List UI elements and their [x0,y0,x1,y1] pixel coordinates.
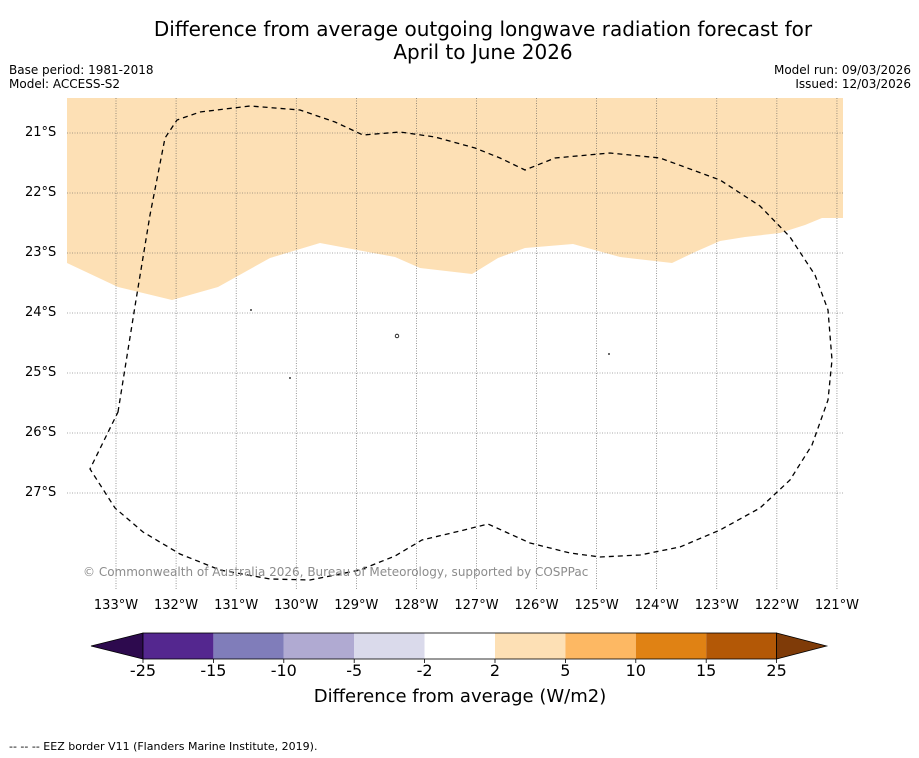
anomaly-region [67,98,843,300]
island-marker [608,353,610,355]
latitude-label: 26°S [25,425,57,440]
colorbar-tick-label: 25 [766,661,787,680]
copyright-notice: © Commonwealth of Australia 2026, Bureau… [83,565,589,579]
longitude-label: 121°W [814,598,860,613]
colorbar-tick-label: 2 [489,661,501,680]
longitude-label: 122°W [754,598,799,613]
colorbar-segment [213,633,284,659]
colorbar-tick-label: 15 [696,661,717,680]
longitude-label: 126°W [514,598,559,613]
title-line-2: April to June 2026 [393,40,573,64]
colorbar-segments [90,632,829,663]
issued-date: Issued: 12/03/2026 [795,77,911,91]
colorbar-label: Difference from average (W/m2) [313,686,607,707]
base-period: Base period: 1981-2018 [9,63,154,77]
colorbar-tick-label: -25 [129,661,157,680]
colorbar-segment [495,633,566,659]
island-marker [289,377,291,379]
latitude-label: 27°S [25,485,57,500]
map-gridlines [67,98,843,590]
colorbar-tick-label: 10 [625,661,646,680]
colorbar-segment [424,633,495,659]
latitude-label: 25°S [25,365,57,380]
longitude-label: 131°W [214,598,259,613]
longitude-label: 132°W [153,598,199,613]
colorbar-tick-label: 5 [560,661,571,680]
longitude-label: 129°W [334,598,379,613]
colorbar-tick-label: -15 [200,661,227,680]
model-name: Model: ACCESS-S2 [9,77,121,91]
latitude-label: 24°S [25,305,57,320]
colorbar-outline [142,632,777,660]
colorbar-segment [565,633,636,659]
latitude-label: 23°S [25,245,57,260]
eez-legend-note: -- -- -- EEZ border V11 (Flanders Marine… [9,740,318,753]
colorbar-segment [354,633,425,659]
latitude-label: 21°S [25,125,57,140]
colorbar-segment [143,633,214,659]
island-marker [394,333,400,339]
meta-right: Model run: 09/03/2026 Issued: 12/03/2026 [774,63,911,91]
colorbar-tick-label: -10 [270,661,297,680]
model-run: Model run: 09/03/2026 [773,63,911,77]
colorbar-tick-label: -5 [346,661,363,680]
latitude-label: 22°S [25,185,57,200]
longitude-label: 133°W [93,598,139,613]
longitude-label: 125°W [574,598,619,613]
longitude-label: 123°W [694,598,739,613]
colorbar-tick-label: -2 [416,661,433,680]
colorbar-segment [706,633,777,659]
longitude-label: 130°W [274,598,319,613]
colorbar-extension-low [90,632,144,660]
island-marker [250,309,252,311]
colorbar-extension-high [776,632,829,660]
meta-left: Base period: 1981-2018 Model: ACCESS-S2 [9,63,154,91]
title-line-1: Difference from average outgoing longwav… [153,17,813,41]
longitude-label: 127°W [454,598,499,613]
small-islands [250,309,610,379]
longitude-label: 128°W [394,598,439,613]
longitude-label: 124°W [634,598,679,613]
chart-title: Difference from average outgoing longwav… [0,18,919,64]
colorbar-segment [283,633,355,659]
colorbar-segment [635,633,707,659]
